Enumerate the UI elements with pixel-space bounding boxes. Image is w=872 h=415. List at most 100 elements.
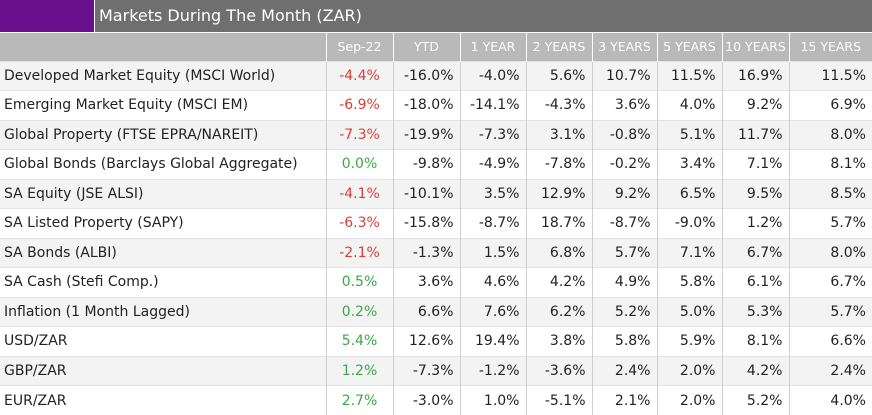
table-row: EUR/ZAR 2.7% -3.0% 1.0% -5.1% 2.1% 2.0% 5.2% 4.0… <box>0 385 872 415</box>
table-row: Inflation (1 Month Lagged) 0.2% 6.6% 7.6% 6.… <box>0 296 872 327</box>
row-label: SA Listed Property (SAPY) <box>0 208 326 238</box>
cell-sep-22: -2.1% <box>325 237 393 268</box>
table-row: SA Equity (JSE ALSI) -4.1% -10.1% 3.5% 12.9%… <box>0 178 872 209</box>
cell-10-years: 11.7% <box>721 119 789 150</box>
cell-ytd: -18.0% <box>392 90 460 120</box>
cell-15-years: 6.9% <box>788 90 872 120</box>
title-bar: Markets During The Month (ZAR) <box>0 0 872 33</box>
cell-sep-22: 0.2% <box>325 296 393 327</box>
cell-1-year: -7.3% <box>459 119 526 150</box>
table-row: USD/ZAR 5.4% 12.6% 19.4% 3.8% 5.8% 5.9% 8.1% 6.6… <box>0 326 872 356</box>
cell-ytd: -16.0% <box>392 60 460 91</box>
cell-15-years: 5.7% <box>788 208 872 238</box>
row-label: Global Bonds (Barclays Global Aggregate) <box>0 149 326 179</box>
cell-2-years: 6.8% <box>525 237 592 268</box>
cell-ytd: -10.1% <box>392 178 460 209</box>
row-label: Inflation (1 Month Lagged) <box>0 296 326 327</box>
cell-15-years: 2.4% <box>788 355 872 386</box>
cell-1-year: 19.4% <box>459 326 526 356</box>
cell-sep-22: 2.7% <box>325 385 393 415</box>
cell-1-year: 3.5% <box>459 178 526 209</box>
cell-15-years: 8.0% <box>788 237 872 268</box>
cell-2-years: -7.8% <box>525 149 592 179</box>
cell-3-years: 3.6% <box>591 90 657 120</box>
row-label: Developed Market Equity (MSCI World) <box>0 60 326 91</box>
cell-sep-22: 0.0% <box>325 149 393 179</box>
cell-2-years: 3.8% <box>525 326 592 356</box>
header-5-years: 5 YEARS <box>656 33 722 61</box>
cell-ytd: -15.8% <box>392 208 460 238</box>
cell-sep-22: -4.4% <box>325 60 393 91</box>
cell-10-years: 5.3% <box>721 296 789 327</box>
cell-3-years: 5.8% <box>591 326 657 356</box>
header-15-years: 15 YEARS <box>788 33 872 61</box>
cell-5-years: 11.5% <box>656 60 722 91</box>
cell-15-years: 8.0% <box>788 119 872 150</box>
table-title: Markets During The Month (ZAR) <box>95 0 872 32</box>
cell-3-years: 2.4% <box>591 355 657 386</box>
header-2-years: 2 YEARS <box>525 33 592 61</box>
cell-10-years: 5.2% <box>721 385 789 415</box>
table-row: SA Bonds (ALBI) -2.1% -1.3% 1.5% 6.8% 5.7% 7.1… <box>0 237 872 268</box>
cell-3-years: 10.7% <box>591 60 657 91</box>
header-10-years: 10 YEARS <box>721 33 789 61</box>
table-row: SA Cash (Stefi Comp.) 0.5% 3.6% 4.6% 4.2% 4.9… <box>0 267 872 297</box>
cell-2-years: 18.7% <box>525 208 592 238</box>
table-row: Emerging Market Equity (MSCI EM) -6.9% -18… <box>0 90 872 120</box>
cell-2-years: -4.3% <box>525 90 592 120</box>
cell-2-years: 3.1% <box>525 119 592 150</box>
cell-10-years: 4.2% <box>721 355 789 386</box>
table-row: SA Listed Property (SAPY) -6.3% -15.8% -8.7… <box>0 208 872 238</box>
cell-1-year: -1.2% <box>459 355 526 386</box>
header-sep-22: Sep-22 <box>325 33 393 61</box>
cell-5-years: 5.8% <box>656 267 722 297</box>
cell-10-years: 8.1% <box>721 326 789 356</box>
cell-15-years: 8.5% <box>788 178 872 209</box>
cell-10-years: 1.2% <box>721 208 789 238</box>
cell-sep-22: -7.3% <box>325 119 393 150</box>
header-1-year: 1 YEAR <box>459 33 526 61</box>
row-label: SA Equity (JSE ALSI) <box>0 178 326 209</box>
cell-10-years: 6.1% <box>721 267 789 297</box>
row-label: Emerging Market Equity (MSCI EM) <box>0 90 326 120</box>
brand-swatch <box>0 0 95 32</box>
cell-1-year: -4.9% <box>459 149 526 179</box>
cell-15-years: 8.1% <box>788 149 872 179</box>
cell-sep-22: -6.9% <box>325 90 393 120</box>
cell-15-years: 5.7% <box>788 296 872 327</box>
row-label: SA Bonds (ALBI) <box>0 237 326 268</box>
row-label: USD/ZAR <box>0 326 326 356</box>
header-3-years: 3 YEARS <box>591 33 657 61</box>
cell-5-years: 2.0% <box>656 385 722 415</box>
cell-5-years: 5.9% <box>656 326 722 356</box>
cell-ytd: -3.0% <box>392 385 460 415</box>
row-label: SA Cash (Stefi Comp.) <box>0 267 326 297</box>
cell-5-years: 5.0% <box>656 296 722 327</box>
cell-3-years: -0.8% <box>591 119 657 150</box>
cell-ytd: -19.9% <box>392 119 460 150</box>
cell-15-years: 11.5% <box>788 60 872 91</box>
cell-sep-22: 5.4% <box>325 326 393 356</box>
cell-5-years: 2.0% <box>656 355 722 386</box>
cell-2-years: 4.2% <box>525 267 592 297</box>
cell-2-years: 12.9% <box>525 178 592 209</box>
cell-15-years: 4.0% <box>788 385 872 415</box>
cell-sep-22: 1.2% <box>325 355 393 386</box>
cell-5-years: 6.5% <box>656 178 722 209</box>
cell-sep-22: -4.1% <box>325 178 393 209</box>
cell-5-years: 4.0% <box>656 90 722 120</box>
header-row: Sep-22 YTD 1 YEAR 2 YEARS 3 YEARS 5 YEAR… <box>0 33 872 61</box>
cell-ytd: -7.3% <box>392 355 460 386</box>
table-row: Global Property (FTSE EPRA/NAREIT) -7.3% -… <box>0 119 872 150</box>
cell-15-years: 6.7% <box>788 267 872 297</box>
cell-3-years: -0.2% <box>591 149 657 179</box>
cell-5-years: 3.4% <box>656 149 722 179</box>
cell-5-years: 5.1% <box>656 119 722 150</box>
table-row: Global Bonds (Barclays Global Aggregate)… <box>0 149 872 179</box>
header-ytd: YTD <box>392 33 460 61</box>
cell-3-years: 5.2% <box>591 296 657 327</box>
cell-3-years: -8.7% <box>591 208 657 238</box>
cell-ytd: 6.6% <box>392 296 460 327</box>
cell-5-years: 7.1% <box>656 237 722 268</box>
cell-2-years: 5.6% <box>525 60 592 91</box>
